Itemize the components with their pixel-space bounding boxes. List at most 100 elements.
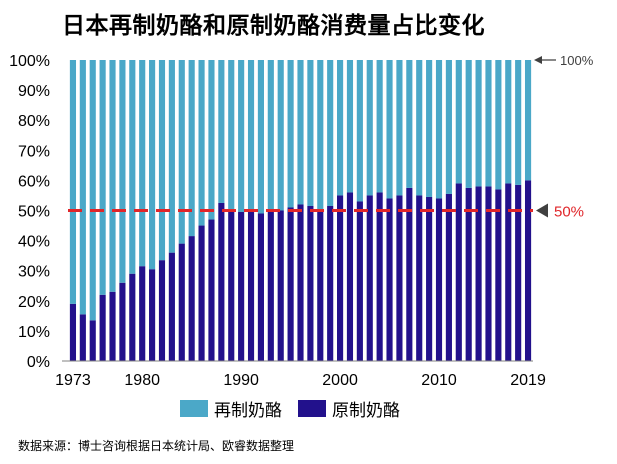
y-tick-label: 80% (18, 113, 50, 130)
reference-label: 50% (554, 204, 584, 221)
bar-processed-2005 (386, 60, 393, 199)
bar-natural-2010 (435, 198, 443, 361)
bar-natural-1980 (139, 266, 146, 361)
x-tick-label: 2000 (322, 372, 358, 389)
y-tick-label: 60% (18, 173, 50, 190)
bar-processed-1992 (257, 60, 264, 214)
bar-natural-1985 (188, 236, 195, 361)
y-tick-label: 100% (9, 53, 50, 70)
legend-label-processed: 再制奶酪 (214, 401, 282, 421)
bar-natural-1993 (267, 210, 274, 361)
bar-processed-2009 (426, 60, 433, 197)
source-note: 数据来源：博士咨询根据日本统计局、欧睿数据整理 (18, 439, 295, 453)
legend-item-natural: 原制奶酪 (298, 396, 400, 421)
bar-processed-2017 (505, 60, 512, 184)
bar-natural-1987 (208, 219, 215, 361)
bar-natural-1996 (297, 204, 304, 361)
bar-processed-1995 (287, 60, 294, 208)
bar-natural-1974 (79, 314, 86, 361)
top-marker-arrow-icon (534, 56, 542, 64)
bar-processed-2019 (524, 60, 532, 181)
bar-natural-1990 (238, 212, 245, 361)
bar-processed-1990 (238, 60, 245, 213)
bar-natural-1998 (317, 210, 324, 361)
bar-natural-1989 (228, 210, 235, 361)
bar-natural-2004 (376, 192, 383, 361)
bar-natural-1991 (247, 208, 255, 361)
bar-processed-1993 (267, 60, 274, 211)
bar-processed-1994 (277, 60, 284, 211)
bar-natural-1983 (168, 252, 175, 361)
bar-natural-1977 (109, 291, 116, 361)
bar-natural-2018 (515, 184, 522, 361)
bar-processed-2013 (465, 60, 472, 188)
bar-natural-2001 (346, 192, 354, 361)
bar-processed-1977 (109, 60, 116, 292)
bar-natural-1975 (89, 320, 96, 361)
bar-processed-1988 (218, 60, 225, 203)
bar-natural-1988 (218, 202, 225, 361)
x-tick-label: 2010 (421, 372, 457, 389)
bar-natural-2008 (416, 195, 423, 361)
bar-processed-1997 (307, 60, 314, 206)
bar-processed-1978 (119, 60, 126, 283)
bar-processed-1976 (99, 60, 106, 295)
legend-swatch-natural (298, 400, 326, 417)
bar-natural-2005 (386, 198, 393, 361)
bar-processed-2003 (366, 60, 373, 196)
bar-processed-1975 (89, 60, 96, 321)
bar-processed-1981 (149, 60, 156, 270)
bar-natural-2011 (445, 193, 452, 361)
bar-natural-2017 (505, 183, 512, 361)
bar-processed-1983 (168, 60, 175, 253)
bar-processed-2014 (475, 60, 482, 187)
legend-label-natural: 原制奶酪 (332, 401, 400, 421)
bar-processed-1979 (129, 60, 136, 274)
bar-processed-2012 (455, 60, 462, 184)
bar-processed-1989 (228, 60, 235, 211)
bar-natural-2019 (524, 180, 532, 361)
bar-natural-2016 (495, 189, 502, 361)
reference-marker-arrow-icon (536, 203, 548, 218)
bar-processed-1986 (198, 60, 205, 226)
bar-natural-1973 (69, 303, 77, 361)
bar-processed-1984 (178, 60, 185, 244)
y-tick-label: 40% (18, 234, 50, 251)
bar-processed-2007 (406, 60, 413, 188)
bar-natural-2014 (475, 186, 482, 361)
y-tick-label: 70% (18, 143, 50, 160)
bar-natural-1979 (129, 273, 136, 361)
bar-processed-1980 (139, 60, 146, 267)
bar-natural-1994 (277, 210, 284, 361)
bar-processed-2001 (346, 60, 354, 193)
bar-natural-2006 (396, 195, 403, 361)
bar-processed-2018 (515, 60, 522, 185)
bar-natural-2009 (426, 196, 433, 361)
axes-group: 0% 10% 20% 30% 40% 50% 60% 70% 80% 90% 100% 1973 198… (9, 53, 546, 389)
y-tick-label: 20% (18, 294, 50, 311)
bar-natural-2007 (406, 187, 413, 361)
bar-processed-2004 (376, 60, 383, 193)
x-tick-label: 2019 (510, 372, 546, 389)
bar-processed-1973 (69, 60, 77, 304)
bar-processed-1999 (327, 60, 334, 206)
bar-processed-2011 (445, 60, 452, 194)
bar-processed-1998 (317, 60, 324, 211)
bar-natural-2015 (485, 186, 492, 361)
bar-natural-1976 (99, 294, 106, 361)
bar-processed-1991 (247, 60, 255, 209)
bar-natural-1995 (287, 207, 294, 361)
bar-processed-1987 (208, 60, 215, 220)
bar-natural-1982 (158, 260, 166, 361)
bar-processed-2002 (356, 60, 363, 202)
bar-natural-2003 (366, 195, 373, 361)
y-tick-label: 90% (18, 83, 50, 100)
bar-natural-1999 (327, 205, 334, 361)
y-tick-label: 50% (18, 204, 50, 221)
bar-processed-2006 (396, 60, 403, 196)
bar-processed-2008 (416, 60, 423, 196)
bar-processed-1985 (188, 60, 195, 237)
bar-natural-2013 (465, 187, 472, 361)
bar-processed-1974 (79, 60, 86, 315)
